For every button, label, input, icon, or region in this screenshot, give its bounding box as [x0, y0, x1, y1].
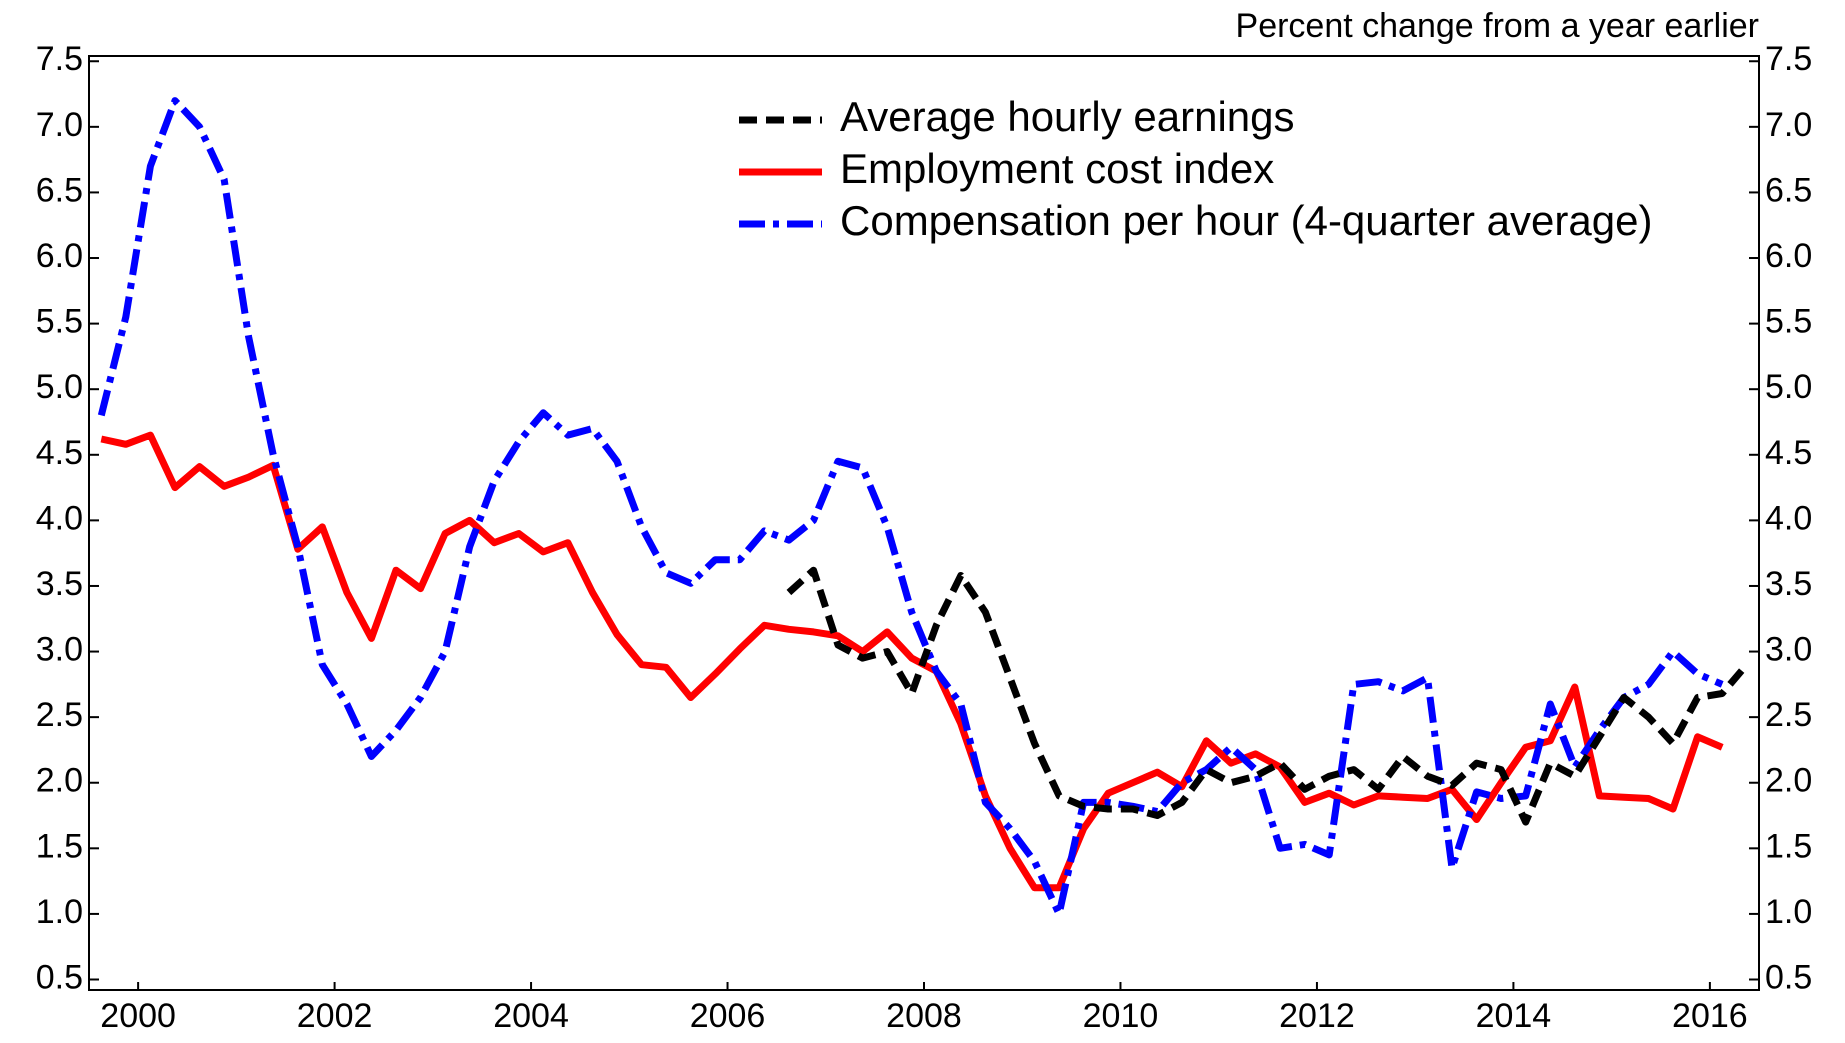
- y2-tick-label: 0.5: [1765, 958, 1812, 996]
- y2-tick-label: 2.0: [1765, 762, 1812, 800]
- y2-tick-label: 4.5: [1765, 434, 1812, 472]
- series-line: [97, 97, 1724, 918]
- legend-label: Average hourly earnings: [840, 93, 1295, 140]
- y-tick-label: 1.0: [36, 893, 83, 931]
- legend-label: Compensation per hour (4-quarter average…: [840, 197, 1652, 244]
- y-tick-label: 5.5: [36, 303, 83, 341]
- y-tick-label: 3.5: [36, 565, 83, 603]
- y2-tick-label: 6.5: [1765, 171, 1812, 209]
- y-tick-label: 4.0: [36, 499, 83, 537]
- x-tick-label: 2012: [1279, 997, 1355, 1035]
- y2-tick-label: 5.0: [1765, 368, 1812, 406]
- y2-tick-label: 6.0: [1765, 237, 1812, 275]
- series-line: [786, 566, 1750, 826]
- y2-tick-label: 2.5: [1765, 696, 1812, 734]
- y2-tick-label: 3.5: [1765, 565, 1812, 603]
- y-tick-label: 1.5: [36, 827, 83, 865]
- x-tick-label: 2010: [1083, 997, 1159, 1035]
- y2-tick-label: 7.5: [1765, 40, 1812, 78]
- x-tick-label: 2008: [886, 997, 962, 1035]
- y-tick-label: 2.5: [36, 696, 83, 734]
- y-tick-label: 3.0: [36, 631, 83, 669]
- y-tick-label: 2.0: [36, 762, 83, 800]
- y2-tick-label: 1.0: [1765, 893, 1812, 931]
- y-tick-label: 6.5: [36, 171, 83, 209]
- x-tick-label: 2004: [493, 997, 569, 1035]
- x-tick-label: 2014: [1476, 997, 1552, 1035]
- y-tick-label: 7.5: [36, 40, 83, 78]
- y2-tick-label: 1.5: [1765, 827, 1812, 865]
- y2-tick-label: 5.5: [1765, 303, 1812, 341]
- y2-tick-label: 3.0: [1765, 631, 1812, 669]
- x-tick-label: 2016: [1672, 997, 1748, 1035]
- y-tick-label: 7.0: [36, 106, 83, 144]
- y2-tick-label: 4.0: [1765, 499, 1812, 537]
- y2-tick-label: 7.0: [1765, 106, 1812, 144]
- x-tick-label: 2002: [297, 997, 373, 1035]
- plot-frame: [88, 55, 1760, 991]
- y-tick-label: 5.0: [36, 368, 83, 406]
- y-tick-label: 4.5: [36, 434, 83, 472]
- x-tick-label: 2000: [100, 997, 176, 1035]
- legend-label: Employment cost index: [840, 145, 1274, 192]
- y-axis-label: Percent change from a year earlier: [1236, 7, 1759, 45]
- y-tick-label: 6.0: [36, 237, 83, 275]
- y-tick-label: 0.5: [36, 958, 83, 996]
- x-tick-label: 2006: [690, 997, 766, 1035]
- series-line: [100, 431, 1724, 892]
